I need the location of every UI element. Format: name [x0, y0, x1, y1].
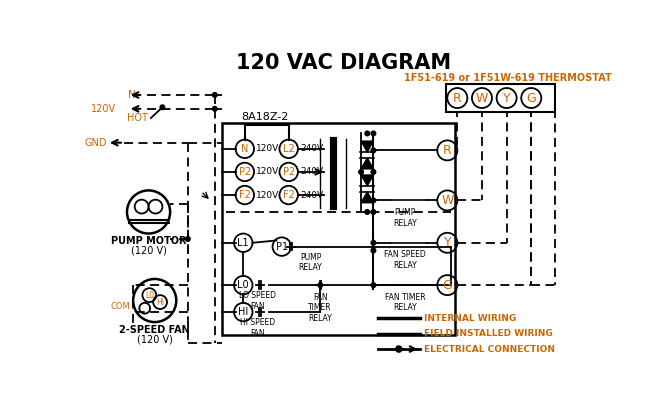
Text: (120 V): (120 V) [131, 246, 167, 256]
Text: FIELD INSTALLED WIRING: FIELD INSTALLED WIRING [424, 329, 553, 338]
Text: 8A18Z-2: 8A18Z-2 [241, 112, 289, 122]
Text: F2: F2 [283, 190, 295, 200]
Text: F2: F2 [239, 190, 251, 200]
Text: COM: COM [111, 302, 130, 311]
Text: HOT: HOT [127, 113, 148, 123]
Circle shape [318, 283, 322, 287]
Polygon shape [361, 141, 373, 152]
Text: FAN
TIMER
RELAY: FAN TIMER RELAY [308, 293, 332, 323]
Text: HI SPEED
FAN: HI SPEED FAN [240, 318, 275, 338]
Text: INTERNAL WIRING: INTERNAL WIRING [424, 314, 517, 323]
Polygon shape [361, 192, 373, 203]
Text: FAN SPEED
RELAY: FAN SPEED RELAY [384, 251, 426, 270]
Text: G: G [442, 279, 452, 292]
Text: G: G [527, 91, 536, 104]
Polygon shape [361, 158, 373, 169]
Circle shape [396, 346, 402, 352]
Text: PUMP MOTOR: PUMP MOTOR [111, 236, 186, 246]
Text: LO SPEED
FAN: LO SPEED FAN [239, 291, 275, 311]
Text: N: N [128, 90, 135, 100]
Text: HI: HI [156, 297, 164, 307]
Text: W: W [476, 91, 488, 104]
Text: L0: L0 [145, 291, 154, 300]
Text: 120V: 120V [257, 168, 279, 176]
Text: 240V: 240V [300, 144, 324, 153]
Text: PUMP
RELAY: PUMP RELAY [299, 253, 322, 272]
Text: 240V: 240V [300, 191, 324, 199]
Text: 120V: 120V [257, 191, 279, 199]
Circle shape [186, 237, 190, 241]
Circle shape [371, 283, 376, 287]
Circle shape [212, 106, 217, 111]
Text: N: N [241, 144, 249, 154]
Circle shape [212, 93, 217, 97]
Circle shape [371, 210, 376, 214]
Text: P1: P1 [276, 242, 288, 252]
Circle shape [358, 170, 363, 174]
Circle shape [371, 148, 376, 153]
Text: L1: L1 [237, 238, 249, 248]
Text: 120 VAC DIAGRAM: 120 VAC DIAGRAM [236, 53, 451, 72]
Text: 240V: 240V [300, 168, 324, 176]
Text: L2: L2 [283, 144, 295, 154]
Text: Y: Y [502, 91, 511, 104]
Circle shape [371, 170, 376, 174]
Text: 120V: 120V [91, 104, 117, 114]
Text: HI: HI [238, 307, 249, 317]
Text: (120 V): (120 V) [137, 334, 173, 344]
Text: 120V: 120V [257, 144, 279, 153]
Text: W: W [441, 194, 454, 207]
Circle shape [371, 198, 376, 203]
Text: R: R [443, 144, 452, 157]
Text: P2: P2 [283, 167, 295, 177]
Polygon shape [361, 175, 373, 186]
Text: ELECTRICAL CONNECTION: ELECTRICAL CONNECTION [424, 344, 555, 354]
Text: 1F51-619 or 1F51W-619 THERMOSTAT: 1F51-619 or 1F51W-619 THERMOSTAT [403, 73, 611, 83]
Text: Y: Y [444, 236, 451, 249]
Text: FAN TIMER
RELAY: FAN TIMER RELAY [385, 293, 425, 312]
Text: L0: L0 [237, 280, 249, 290]
Circle shape [371, 131, 376, 136]
FancyBboxPatch shape [446, 84, 555, 112]
Text: PUMP
RELAY: PUMP RELAY [393, 208, 417, 228]
Text: GND: GND [84, 138, 107, 147]
Circle shape [160, 105, 165, 110]
Circle shape [371, 241, 376, 245]
Circle shape [365, 210, 370, 214]
Text: R: R [453, 91, 462, 104]
Text: P2: P2 [239, 167, 251, 177]
Circle shape [371, 248, 376, 253]
Circle shape [365, 131, 370, 136]
FancyBboxPatch shape [222, 124, 455, 335]
Text: 2-SPEED FAN: 2-SPEED FAN [119, 325, 190, 335]
